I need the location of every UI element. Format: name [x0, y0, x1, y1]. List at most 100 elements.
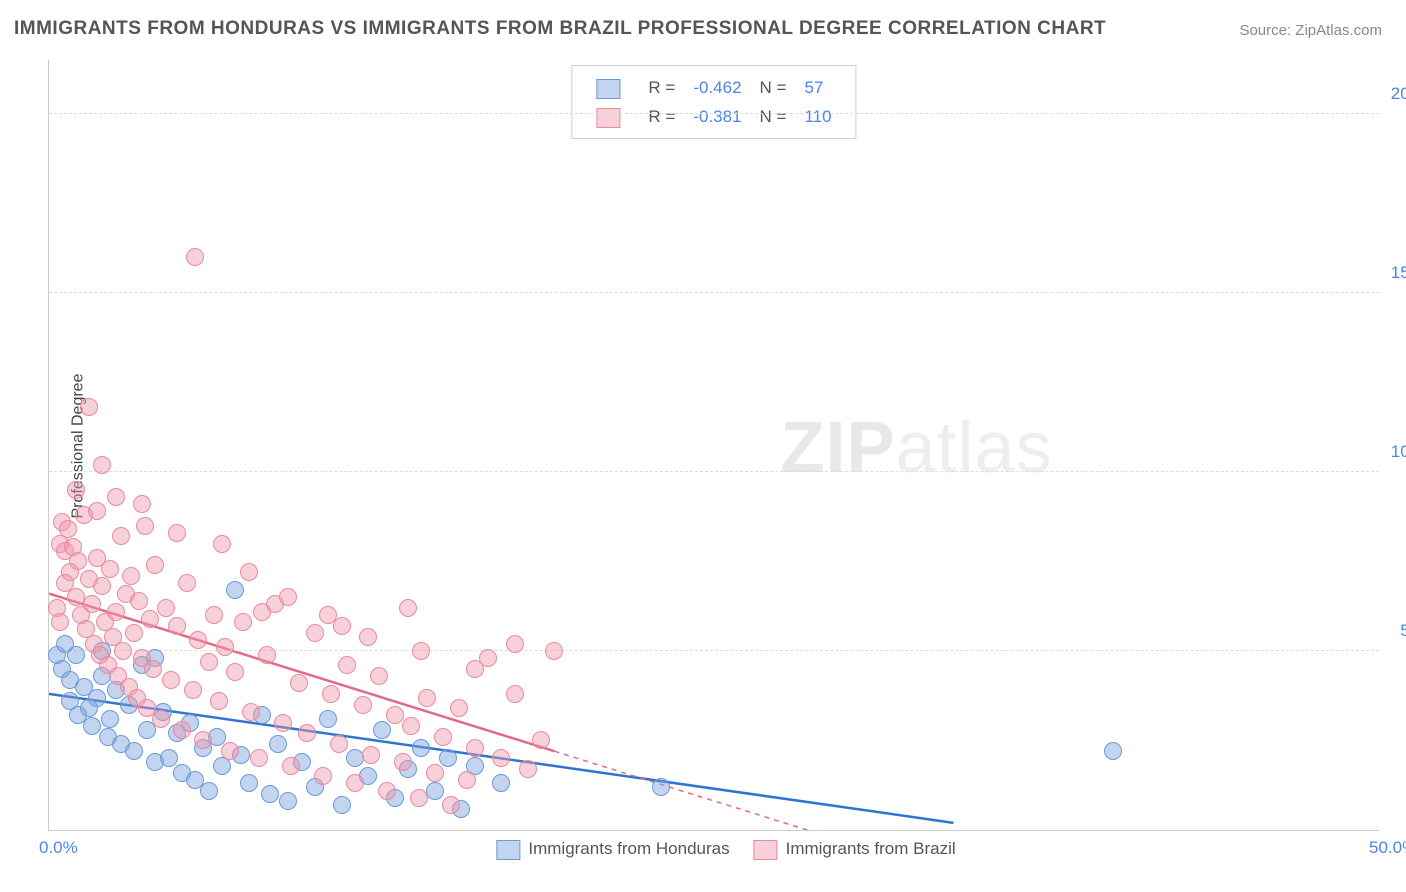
data-point: [194, 731, 212, 749]
data-point: [101, 710, 119, 728]
data-point: [333, 617, 351, 635]
x-tick-label: 50.0%: [1369, 838, 1406, 858]
data-point: [125, 624, 143, 642]
plot-area: ZIPatlas R =-0.462N =57R =-0.381N =110 I…: [48, 60, 1379, 831]
legend-label: Immigrants from Honduras: [528, 839, 729, 858]
data-point: [652, 778, 670, 796]
data-point: [378, 782, 396, 800]
data-point: [370, 667, 388, 685]
data-point: [306, 624, 324, 642]
data-point: [394, 753, 412, 771]
data-point: [279, 792, 297, 810]
data-point: [152, 710, 170, 728]
data-point: [160, 749, 178, 767]
data-point: [136, 517, 154, 535]
data-point: [67, 646, 85, 664]
data-point: [402, 717, 420, 735]
data-point: [162, 671, 180, 689]
watermark: ZIPatlas: [781, 407, 1053, 489]
data-point: [250, 749, 268, 767]
data-point: [101, 560, 119, 578]
data-point: [88, 502, 106, 520]
data-point: [412, 642, 430, 660]
data-point: [439, 749, 457, 767]
data-point: [178, 574, 196, 592]
data-point: [240, 563, 258, 581]
data-point: [338, 656, 356, 674]
data-point: [261, 785, 279, 803]
data-point: [532, 731, 550, 749]
data-point: [354, 696, 372, 714]
data-point: [173, 721, 191, 739]
correlation-chart: IMMIGRANTS FROM HONDURAS VS IMMIGRANTS F…: [0, 0, 1406, 892]
data-point: [133, 495, 151, 513]
data-point: [492, 774, 510, 792]
data-point: [205, 606, 223, 624]
data-point: [412, 739, 430, 757]
data-point: [186, 248, 204, 266]
data-point: [466, 660, 484, 678]
data-point: [290, 674, 308, 692]
data-point: [282, 757, 300, 775]
data-point: [56, 574, 74, 592]
data-point: [298, 724, 316, 742]
gridline: [49, 650, 1379, 651]
data-point: [506, 635, 524, 653]
data-point: [200, 653, 218, 671]
legend-label: Immigrants from Brazil: [786, 839, 956, 858]
data-point: [279, 588, 297, 606]
data-point: [545, 642, 563, 660]
data-point: [466, 739, 484, 757]
data-point: [492, 749, 510, 767]
data-point: [373, 721, 391, 739]
data-point: [83, 595, 101, 613]
y-tick-label: 15.0%: [1391, 263, 1406, 283]
gridline: [49, 471, 1379, 472]
data-point: [1104, 742, 1122, 760]
gridline: [49, 113, 1379, 114]
data-point: [189, 631, 207, 649]
data-point: [333, 796, 351, 814]
data-point: [221, 742, 239, 760]
data-point: [107, 488, 125, 506]
data-point: [258, 646, 276, 664]
data-point: [442, 796, 460, 814]
gridline: [49, 292, 1379, 293]
data-point: [141, 610, 159, 628]
data-point: [168, 524, 186, 542]
data-point: [210, 692, 228, 710]
data-point: [114, 642, 132, 660]
data-point: [168, 617, 186, 635]
data-point: [434, 728, 452, 746]
data-point: [458, 771, 476, 789]
y-tick-label: 5.0%: [1400, 621, 1406, 641]
data-point: [410, 789, 428, 807]
data-point: [426, 782, 444, 800]
data-point: [67, 481, 85, 499]
data-point: [346, 774, 364, 792]
correlation-legend: R =-0.462N =57R =-0.381N =110: [571, 65, 856, 139]
data-point: [213, 535, 231, 553]
data-point: [399, 599, 417, 617]
data-point: [144, 660, 162, 678]
series-legend: Immigrants from Honduras Immigrants from …: [472, 839, 955, 860]
data-point: [80, 398, 98, 416]
data-point: [184, 681, 202, 699]
data-point: [83, 717, 101, 735]
data-point: [506, 685, 524, 703]
data-point: [226, 663, 244, 681]
data-point: [69, 552, 87, 570]
x-tick-label: 0.0%: [39, 838, 78, 858]
data-point: [450, 699, 468, 717]
data-point: [93, 456, 111, 474]
data-point: [51, 613, 69, 631]
data-point: [253, 603, 271, 621]
data-point: [319, 710, 337, 728]
data-point: [157, 599, 175, 617]
data-point: [269, 735, 287, 753]
source-label: Source: ZipAtlas.com: [1239, 22, 1382, 39]
data-point: [146, 556, 164, 574]
data-point: [112, 527, 130, 545]
data-point: [59, 520, 77, 538]
data-point: [274, 714, 292, 732]
